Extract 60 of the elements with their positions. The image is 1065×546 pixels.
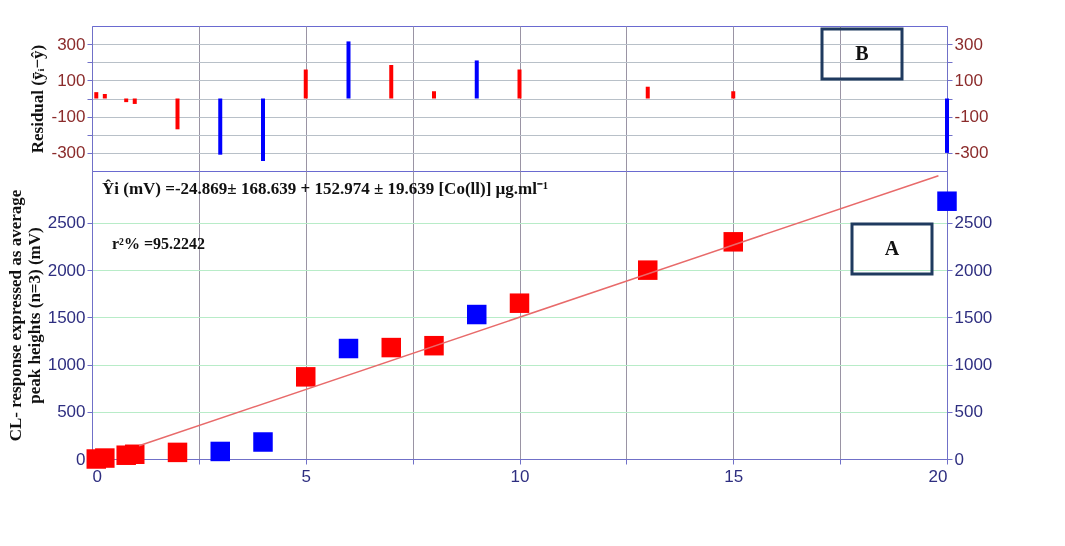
y-tick-label: -300 xyxy=(51,143,86,163)
y-axis-title: Residual (ȳᵢ−ŷ) xyxy=(28,44,48,154)
y-tick-label: 300 xyxy=(57,34,86,54)
point xyxy=(424,335,444,356)
y2-tick-label: 2000 xyxy=(954,260,993,280)
bar xyxy=(261,98,265,162)
y2-tick-label: 2500 xyxy=(954,213,993,233)
y-tick-label: 2500 xyxy=(47,213,86,233)
bar xyxy=(94,92,99,99)
point xyxy=(338,338,359,359)
bar xyxy=(731,91,736,99)
y2-tick-label: -300 xyxy=(954,143,989,163)
y-tick-label: 1500 xyxy=(47,307,86,327)
annotation: Ŷi (mV) =-24.869± 168.639 + 152.974 ± 19.639 [Co(ll)] µg.ml⁻¹ xyxy=(102,179,549,198)
point xyxy=(296,367,316,387)
bar xyxy=(517,69,522,99)
point xyxy=(167,442,188,463)
y2-tick-label: 100 xyxy=(954,70,983,90)
point xyxy=(937,191,957,211)
bar xyxy=(218,98,223,155)
y-tick-label: 1000 xyxy=(47,355,86,375)
y-tick-label: 500 xyxy=(57,402,86,422)
bar xyxy=(175,98,180,130)
point xyxy=(509,293,530,313)
point xyxy=(210,441,230,462)
bar xyxy=(474,60,479,99)
bar xyxy=(945,98,949,153)
y2-tick-label: 300 xyxy=(954,34,983,54)
y-tick-label: 0 xyxy=(76,449,86,469)
y2-tick-label: 1500 xyxy=(954,307,993,327)
point xyxy=(125,444,145,465)
x-tick-label: 0 xyxy=(92,466,102,486)
bar xyxy=(132,98,137,104)
point xyxy=(723,232,743,252)
annotation: B xyxy=(855,42,869,64)
bar xyxy=(645,86,650,99)
y-tick-label: 100 xyxy=(57,70,86,90)
x-tick-label: 5 xyxy=(301,466,311,486)
y2-tick-label: 500 xyxy=(954,402,983,422)
x-tick-label: 20 xyxy=(928,466,948,486)
annotation: r²% =95.2242 xyxy=(112,235,206,252)
point xyxy=(381,337,401,358)
point xyxy=(467,304,487,325)
x-tick-label: 10 xyxy=(510,466,530,486)
y2-tick-label: -100 xyxy=(954,107,989,127)
y2-tick-label: 0 xyxy=(954,449,964,469)
y-tick-label: -100 xyxy=(51,107,86,127)
point xyxy=(638,260,658,280)
point xyxy=(253,432,273,452)
bar xyxy=(102,93,107,99)
y-tick-label: 2000 xyxy=(47,260,86,280)
y2-tick-label: 1000 xyxy=(954,355,993,375)
x-tick-label: 15 xyxy=(724,466,744,486)
point xyxy=(95,448,115,468)
bar xyxy=(303,69,308,99)
bar xyxy=(432,91,436,99)
bar xyxy=(389,64,394,99)
bar xyxy=(346,41,351,99)
annotation: A xyxy=(884,237,900,259)
y-axis-title: CL- response expressed as average peak heights (n=3) (mV) xyxy=(5,189,44,442)
